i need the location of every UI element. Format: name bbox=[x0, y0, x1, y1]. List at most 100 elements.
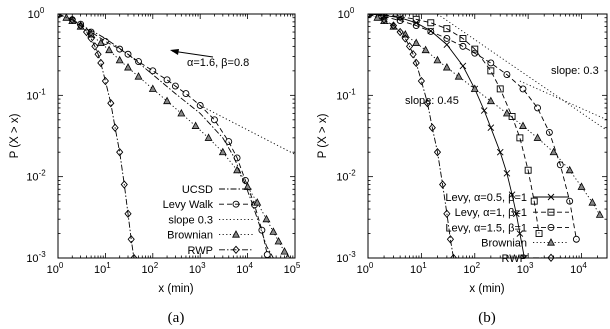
x-tick-label: 104 bbox=[236, 261, 253, 276]
data-point bbox=[443, 25, 451, 33]
data-point bbox=[412, 38, 421, 46]
data-point bbox=[502, 108, 511, 117]
legend-marker bbox=[547, 193, 555, 201]
data-point bbox=[459, 42, 467, 50]
data-point bbox=[533, 133, 542, 141]
data-point bbox=[519, 121, 527, 129]
x-tick-label: 102 bbox=[463, 261, 480, 276]
annotation-arrow bbox=[171, 50, 214, 58]
series-line bbox=[368, 14, 525, 258]
x-axis-label: x (min) bbox=[469, 283, 504, 295]
series-line bbox=[58, 14, 135, 258]
data-point bbox=[459, 35, 467, 42]
x-tick-label: 103 bbox=[189, 261, 206, 276]
caption-a: (a) bbox=[168, 310, 185, 326]
data-point bbox=[148, 84, 157, 92]
data-point bbox=[427, 19, 435, 27]
y-tick-label: 100 bbox=[28, 6, 45, 21]
data-point bbox=[274, 236, 283, 245]
data-point bbox=[134, 72, 143, 80]
data-point bbox=[508, 113, 516, 120]
data-point bbox=[421, 45, 430, 54]
data-point bbox=[428, 123, 436, 132]
data-point bbox=[508, 191, 516, 199]
annotation-slope-0-3: slope: 0.3 bbox=[551, 65, 599, 77]
data-point bbox=[449, 253, 458, 258]
legend-label: Brownian bbox=[167, 230, 213, 242]
legend-marker bbox=[232, 200, 240, 208]
annotation-slope-0-45: slope: 0.45 bbox=[405, 95, 459, 107]
data-point bbox=[433, 55, 442, 64]
annotation-alpha-beta: α=1.6, β=0.8 bbox=[170, 49, 249, 69]
data-point bbox=[503, 71, 511, 79]
data-point bbox=[412, 22, 420, 30]
data-point bbox=[516, 134, 524, 142]
data-point bbox=[130, 253, 138, 258]
data-point bbox=[263, 251, 271, 258]
series-line bbox=[58, 14, 289, 258]
data-point bbox=[218, 147, 227, 156]
legend-label: RWP bbox=[188, 245, 213, 257]
legend-label: slope 0.3 bbox=[168, 214, 213, 226]
data-point bbox=[77, 21, 85, 30]
series-line bbox=[368, 14, 540, 234]
reference-line bbox=[519, 80, 607, 121]
data-point bbox=[572, 235, 580, 243]
data-point bbox=[127, 235, 135, 244]
plot-frame bbox=[367, 13, 608, 259]
y-tick-label: 10-1 bbox=[336, 87, 356, 102]
data-point bbox=[446, 235, 455, 244]
data-point bbox=[459, 62, 467, 70]
data-point bbox=[487, 67, 495, 75]
legend-marker bbox=[547, 223, 555, 231]
data-point bbox=[556, 161, 564, 169]
data-point bbox=[480, 107, 488, 114]
data-point bbox=[380, 15, 388, 24]
series-line bbox=[368, 14, 454, 258]
data-point bbox=[534, 104, 541, 112]
y-tick-label: 10-3 bbox=[26, 250, 46, 265]
data-point bbox=[487, 59, 495, 67]
data-point bbox=[233, 154, 241, 162]
annotation-text: α=1.6, β=0.8 bbox=[187, 57, 249, 69]
data-point bbox=[373, 14, 382, 21]
data-point bbox=[566, 197, 574, 205]
data-point bbox=[115, 55, 124, 64]
data-point bbox=[503, 169, 511, 177]
data-point bbox=[401, 30, 410, 38]
data-point bbox=[233, 165, 242, 174]
legend-marker bbox=[547, 253, 555, 262]
legend: Levy, α=0.5, β=1 Levy, α=1, β=1 Levy, α=1.… bbox=[445, 192, 569, 265]
data-point bbox=[412, 58, 420, 68]
data-point bbox=[545, 128, 553, 136]
data-point bbox=[204, 133, 213, 141]
legend-label: Levy, α=1, β=1 bbox=[455, 207, 527, 219]
data-point bbox=[116, 147, 124, 157]
data-point bbox=[396, 17, 404, 25]
series-line bbox=[58, 14, 268, 255]
data-point bbox=[521, 254, 528, 258]
data-point bbox=[423, 99, 432, 108]
data-point bbox=[389, 21, 398, 30]
data-point bbox=[470, 84, 479, 92]
series-line bbox=[368, 14, 577, 240]
data-point bbox=[285, 253, 291, 258]
annotation-arrowhead bbox=[170, 49, 179, 55]
data-point bbox=[120, 180, 128, 189]
y-axis-label: P (X > x) bbox=[317, 113, 329, 158]
data-point bbox=[401, 34, 409, 43]
legend-label: Levy, α=1.5, β=1 bbox=[445, 222, 527, 234]
data-point bbox=[124, 209, 132, 218]
x-tick-label: 105 bbox=[284, 261, 301, 276]
legend-marker bbox=[232, 245, 240, 254]
data-point bbox=[433, 147, 442, 157]
data-point bbox=[262, 214, 271, 223]
data-point bbox=[443, 209, 451, 218]
data-point bbox=[101, 37, 109, 45]
x-tick-label: 100 bbox=[357, 261, 374, 276]
data-point bbox=[549, 147, 558, 156]
data-point bbox=[105, 45, 114, 54]
data-point bbox=[471, 49, 479, 57]
